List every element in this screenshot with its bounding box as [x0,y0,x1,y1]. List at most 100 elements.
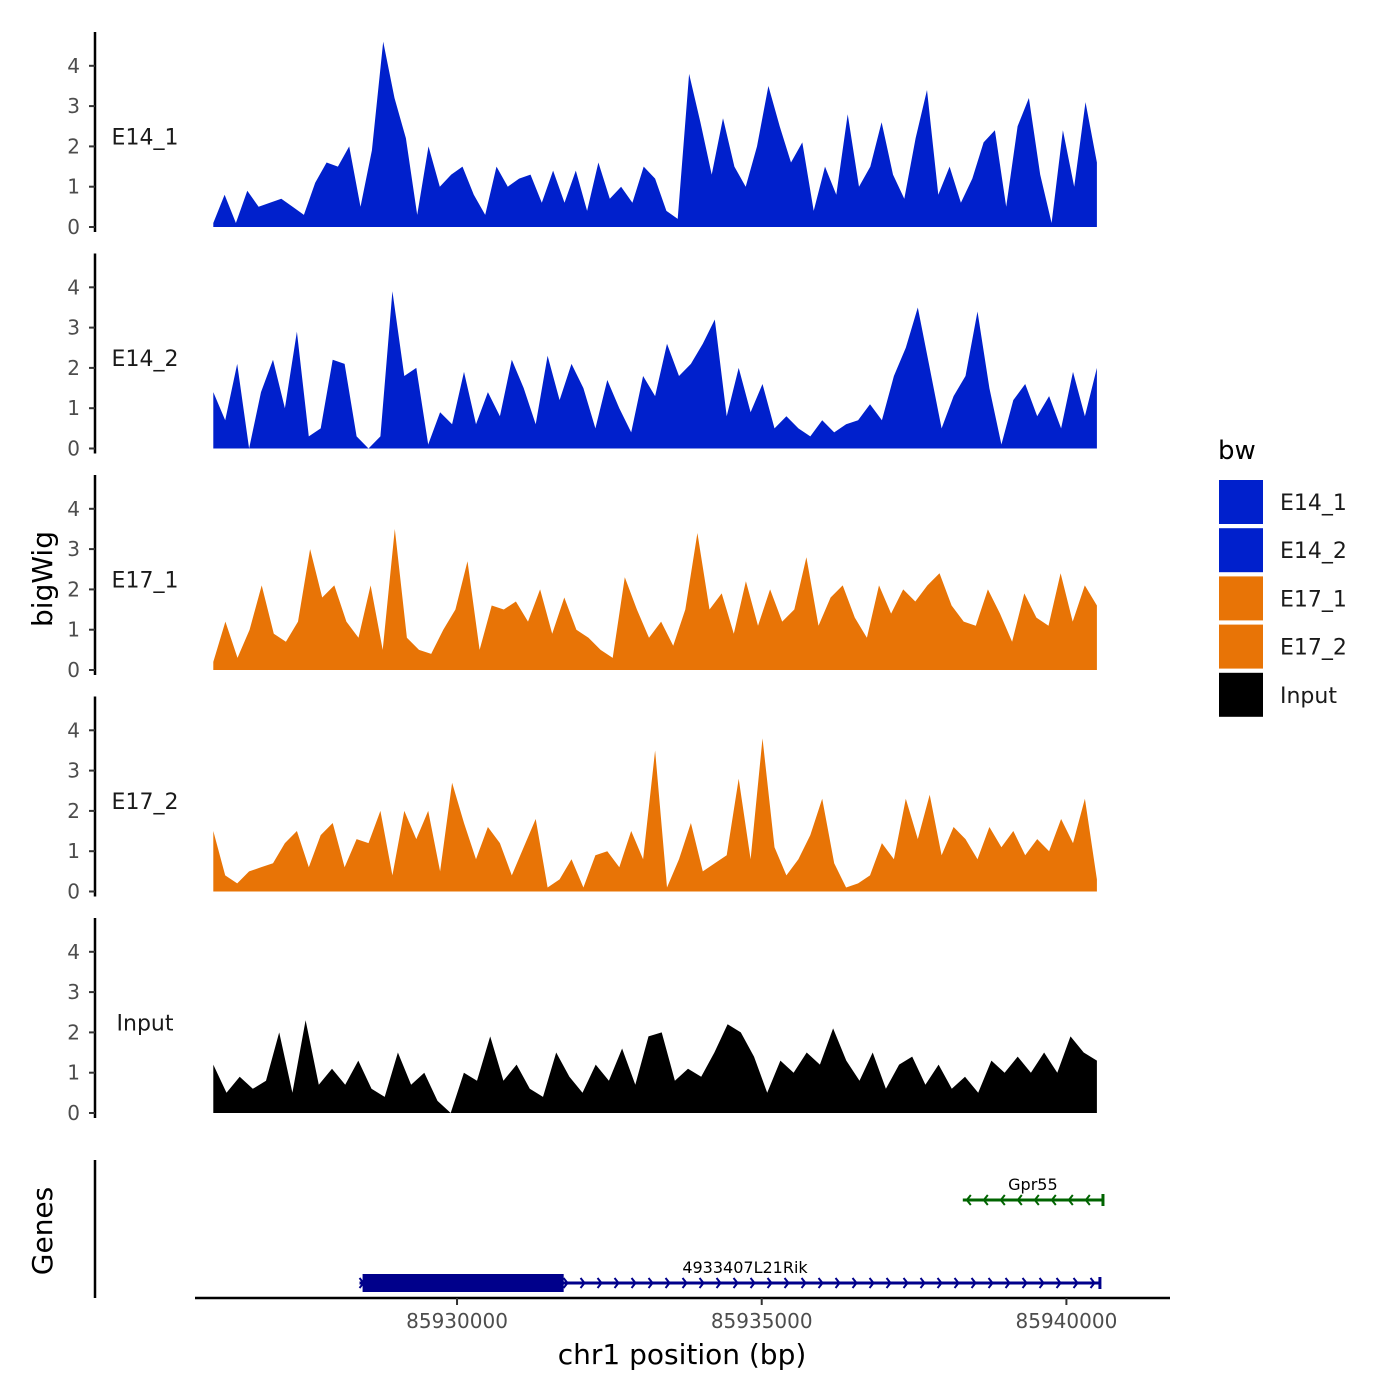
coverage-area-E14_2 [213,291,1097,449]
y-tick-label: 1 [67,839,80,863]
genes-axis-title: Genes [26,1187,59,1275]
strand-chevron [630,1277,637,1289]
y-tick-label: 1 [67,175,80,199]
y-tick-label: 3 [67,759,80,783]
strand-chevron [783,1277,790,1289]
strand-chevron [426,1277,433,1289]
strand-chevron [664,1277,671,1289]
strand-chevron [375,1277,382,1289]
strand-chevron [698,1277,705,1289]
coverage-area-E14_1 [213,41,1097,227]
legend-item-E14_2: E14_2 [1219,528,1347,573]
track-E17_1: 0 1 2 3 4 E17_1 [67,475,1097,682]
strand-chevron [358,1277,365,1289]
x-axis-ticks: 85930000 85935000 85940000 [406,1298,1117,1333]
legend-item-E17_2: E17_2 [1219,624,1347,669]
y-tick-label: 4 [67,940,80,964]
strand-chevron [1084,1194,1091,1206]
track-label: E14_2 [112,347,179,372]
track-E14_2: 0 1 2 3 4 E14_2 [67,253,1097,461]
strand-chevron [613,1277,620,1289]
strand-chevron [596,1277,603,1289]
strand-chevron [919,1277,926,1289]
y-tick-label: 2 [67,134,80,158]
x-tick-label: 85935000 [711,1309,813,1333]
strand-chevron [766,1277,773,1289]
y-tick-label: 2 [67,356,80,380]
legend-label: E14_2 [1280,539,1347,564]
gene-panel: Gpr55 4933407L21Rik [93,1160,1105,1298]
y-tick-label: 0 [67,880,80,904]
legend-label: E17_2 [1280,636,1347,661]
strand-chevron [936,1277,943,1289]
strand-chevron [443,1277,450,1289]
y-tick-label: 0 [67,215,80,239]
y-tick-label: 2 [67,1020,80,1044]
track-E14_1: 0 1 2 3 4 E14_1 [67,32,1097,239]
track-panels: 0 1 2 3 4 E14_1 0 1 2 3 4 E14_2 0 1 2 3 4 E17_1 0 1 2 3 4 E17_2… [67,32,1097,1125]
strand-chevron [902,1277,909,1289]
strand-chevron [528,1277,535,1289]
strand-chevron [982,1194,989,1206]
y-tick-label: 4 [67,497,80,521]
legend: E14_1 E14_2 E17_1 E17_2 Input [1219,480,1347,717]
strand-chevron [1067,1194,1074,1206]
strand-chevron [1038,1277,1045,1289]
strand-chevron [999,1194,1006,1206]
track-Input: 0 1 2 3 4 Input [67,918,1097,1125]
y-tick-label: 3 [67,980,80,1004]
y-axis-title: bigWig [26,531,59,627]
strand-chevron [562,1277,569,1289]
strand-chevron [749,1277,756,1289]
strand-chevron [511,1277,518,1289]
legend-item-E14_1: E14_1 [1219,480,1347,524]
strand-chevron [460,1277,467,1289]
coverage-area-E17_2 [213,738,1097,892]
legend-swatch [1219,576,1263,621]
strand-chevron [409,1277,416,1289]
y-tick-label: 2 [67,799,80,823]
y-tick-label: 4 [67,54,80,78]
y-tick-label: 4 [67,275,80,299]
strand-chevron [965,1194,972,1206]
y-tick-label: 0 [67,1101,80,1125]
strand-chevron [732,1277,739,1289]
strand-chevron [1050,1194,1057,1206]
y-tick-label: 2 [67,577,80,601]
strand-chevron [494,1277,501,1289]
legend-label: E17_1 [1280,587,1347,612]
strand-chevron [647,1277,654,1289]
strand-chevron [953,1277,960,1289]
strand-chevron [1072,1277,1079,1289]
legend-item-Input: Input [1219,672,1337,717]
y-tick-label: 1 [67,1061,80,1085]
strand-chevron [1033,1194,1040,1206]
y-tick-label: 4 [67,718,80,742]
gene-Gpr55: Gpr55 [962,1175,1105,1206]
legend-swatch [1219,480,1263,524]
y-tick-label: 0 [67,437,80,461]
gene-4933407L21Rik: 4933407L21Rik [358,1258,1102,1292]
legend-label: E14_1 [1280,491,1347,516]
track-label: E17_2 [112,790,179,815]
y-tick-label: 3 [67,316,80,340]
strand-chevron [970,1277,977,1289]
strand-chevron [715,1277,722,1289]
strand-chevron [1055,1277,1062,1289]
gene-label: Gpr55 [1008,1175,1058,1194]
y-tick-label: 3 [67,94,80,118]
x-axis-title: chr1 position (bp) [558,1338,807,1371]
y-tick-label: 0 [67,658,80,682]
track-E17_2: 0 1 2 3 4 E17_2 [67,696,1097,904]
gene-label: 4933407L21Rik [682,1258,808,1277]
legend-swatch [1219,528,1263,573]
strand-chevron [987,1277,994,1289]
strand-chevron [477,1277,484,1289]
strand-chevron [885,1277,892,1289]
track-label: E14_1 [112,125,179,150]
coverage-area-Input [213,1020,1097,1113]
strand-chevron [579,1277,586,1289]
coverage-area-E17_1 [213,529,1097,670]
strand-chevron [1016,1194,1023,1206]
